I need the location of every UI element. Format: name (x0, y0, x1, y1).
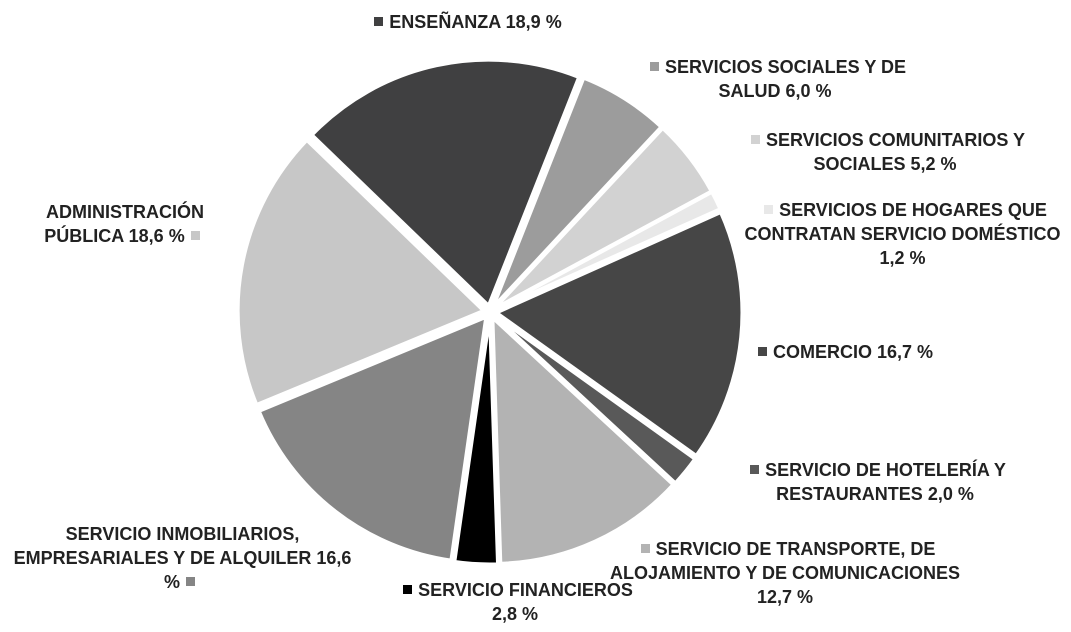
legend-marker (750, 135, 760, 144)
slice-label: ENSEÑANZA 18,9 % (335, 10, 595, 34)
pie-slice (257, 315, 488, 562)
pie-slice (493, 210, 744, 458)
value-label: 18,6 % (128, 226, 185, 246)
value-label: 16,7 % (877, 342, 934, 362)
slice-label: SERVICIOS COMUNITARIOS Y SOCIALES 5,2 % (700, 128, 1070, 176)
legend-marker (403, 585, 413, 594)
category-label: SERVICIOS SOCIALES Y DE SALUD (664, 57, 907, 101)
value-label: 18,9 % (505, 12, 562, 32)
category-label: SERVICIOS COMUNITARIOS Y SOCIALES (765, 130, 1026, 174)
slice-label: SERVICIO DE HOTELERÍA Y RESTAURANTES 2,0… (705, 458, 1045, 506)
pie-slice (492, 76, 664, 308)
pie-slice (495, 190, 722, 311)
slice-label: SERVICIOS DE HOGARES QUE CONTRATAN SERVI… (735, 198, 1070, 270)
value-label: 6,0 % (785, 81, 832, 101)
value-label: 2,0 % (927, 484, 974, 504)
category-label: SERVICIO INMOBILIARIOS, EMPRESARIALES Y … (13, 524, 312, 568)
slice-label: ADMINISTRACIÓN PÚBLICA 18,6 % (5, 200, 245, 248)
value-label: 16,6 % (163, 548, 352, 592)
pie-slice (491, 314, 675, 565)
value-label: 2,8 % (491, 604, 539, 624)
category-label: SERVICIO DE HOTELERÍA Y RESTAURANTES (765, 460, 1006, 504)
pie-slice (494, 315, 697, 485)
legend-marker (764, 205, 774, 214)
slice-label: SERVICIO INMOBILIARIOS, EMPRESARIALES Y … (10, 522, 355, 594)
legend-marker (640, 544, 650, 553)
pie-slice (236, 138, 486, 407)
category-label: ENSEÑANZA (389, 12, 501, 32)
slice-label: COMERCIO 16,7 % (752, 340, 1032, 364)
legend-marker (750, 465, 760, 474)
category-label: SERVICIO DE TRANSPORTE, DE ALOJAMIENTO Y… (609, 539, 961, 583)
category-label: COMERCIO (773, 342, 872, 362)
legend-marker (190, 231, 200, 240)
category-label: SERVICIO FINANCIEROS (418, 580, 633, 600)
category-label: ADMINISTRACIÓN PÚBLICA (44, 202, 204, 246)
slice-label: SERVICIO DE TRANSPORTE, DE ALOJAMIENTO Y… (605, 537, 965, 609)
legend-marker (649, 62, 659, 71)
value-label: 1,2 % (879, 248, 926, 268)
slice-label: SERVICIOS SOCIALES Y DE SALUD 6,0 % (615, 55, 935, 103)
legend-marker (758, 347, 767, 356)
category-label: SERVICIOS DE HOGARES QUE CONTRATAN SERVI… (744, 200, 1061, 244)
legend-marker (186, 577, 195, 586)
slice-label: SERVICIO FINANCIEROS 2,8 % (390, 578, 640, 626)
pie-slice (453, 318, 500, 566)
value-label: 12,7 % (756, 587, 814, 607)
legend-marker (374, 17, 384, 26)
pie-slice (310, 58, 581, 308)
value-label: 5,2 % (910, 154, 957, 174)
